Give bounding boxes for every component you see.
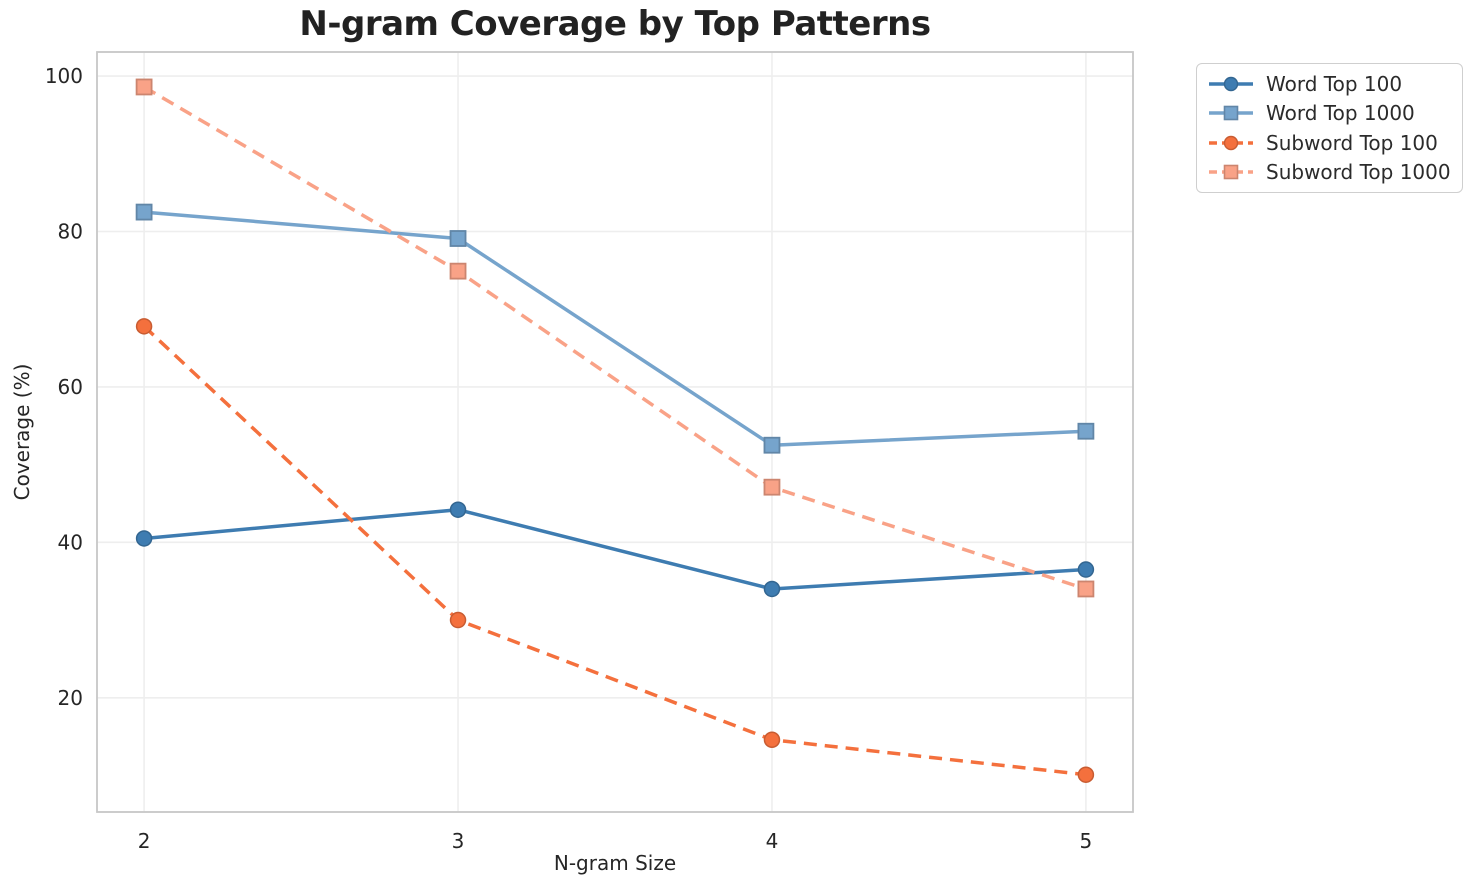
series-marker-circle (763, 580, 781, 598)
y-tick-label: 60 (58, 375, 83, 399)
series-marker-circle (449, 501, 467, 518)
legend-line-marker-sample (1209, 105, 1253, 121)
legend-label: Subword Top 100 (1266, 130, 1438, 155)
series-marker-circle (1077, 561, 1095, 578)
legend: Word Top 100 Word Top 1000 Subword Top 1… (1196, 63, 1463, 193)
series-marker-square (449, 262, 467, 280)
y-tick-label: 20 (58, 686, 83, 710)
legend-sample-circle-marker (1223, 76, 1239, 91)
series-marker-square (763, 436, 781, 454)
legend-item-subword-top-1000: Subword Top 1000 (1207, 158, 1452, 186)
x-tick-label: 4 (766, 829, 779, 853)
y-axis-label: Coverage (%) (10, 363, 34, 501)
x-tick-label: 5 (1080, 829, 1093, 853)
legend-item-word-top-100: Word Top 100 (1207, 70, 1452, 98)
series-marker-circle (449, 611, 467, 629)
series-marker-square (449, 230, 467, 247)
series-line (142, 210, 1088, 447)
series-marker-square (1077, 580, 1095, 598)
series-line (143, 85, 1087, 591)
series-marker-circle (763, 731, 781, 748)
legend-label: Subword Top 1000 (1266, 160, 1451, 185)
series-marker-square (135, 78, 153, 96)
series-marker-square (763, 478, 781, 496)
legend-label: Word Top 1000 (1266, 101, 1415, 126)
legend-label: Word Top 100 (1266, 71, 1403, 96)
legend-line-marker-sample (1209, 135, 1253, 150)
plot-frame (96, 51, 1134, 813)
series-marker-circle (135, 530, 153, 547)
x-axis-label: N-gram Size (553, 851, 677, 875)
y-tick-label: 100 (45, 64, 83, 88)
legend-sample-square-marker (1223, 164, 1239, 180)
y-tick-label: 40 (58, 530, 83, 554)
series-line (142, 507, 1088, 591)
x-tick-label: 2 (138, 829, 151, 853)
series-line (142, 325, 1087, 777)
series-marker-square (1077, 422, 1095, 440)
series-marker-circle (1077, 766, 1095, 783)
legend-item-subword-top-100: Subword Top 100 (1207, 129, 1452, 157)
legend-sample-square-marker (1223, 105, 1239, 121)
legend-line-marker-sample (1209, 76, 1253, 91)
series-marker-circle (135, 318, 153, 335)
chart-title: N-gram Coverage by Top Patterns (299, 4, 931, 44)
legend-item-word-top-1000: Word Top 1000 (1207, 99, 1452, 127)
legend-sample-circle-marker (1223, 135, 1239, 150)
y-tick-label: 80 (58, 220, 83, 244)
x-tick-label: 3 (452, 829, 465, 853)
series-marker-square (135, 203, 153, 221)
legend-line-marker-sample (1209, 164, 1253, 180)
